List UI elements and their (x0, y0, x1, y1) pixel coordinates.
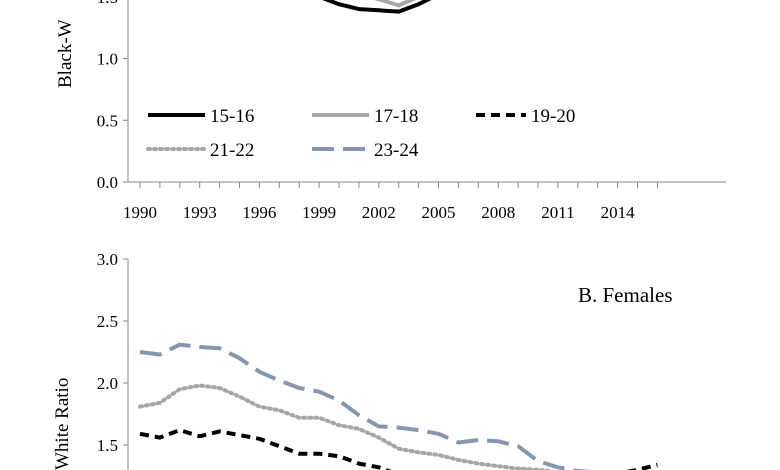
top-y-tick-label: 0.5 (97, 111, 118, 130)
legend-label-17-18: 17-18 (374, 106, 418, 127)
bottom-series-group (138, 342, 658, 470)
legend-label-19-20: 19-20 (531, 106, 575, 127)
top-x-tick-label: 2014 (601, 203, 636, 222)
top-y-tick-label: 1.0 (97, 50, 118, 69)
bottom-axes: 1.5 2.0 2.5 3.0 (97, 250, 129, 470)
top-series-15-16 (322, 0, 432, 14)
top-x-tick-label: 2002 (362, 203, 396, 222)
top-x-tick-label: 1996 (242, 203, 276, 222)
top-panel: Black-W 0.0 0.5 1.0 1.5 1990 1993 1996 1999 2002… (55, 0, 726, 222)
top-x-tick-label: 1993 (183, 203, 217, 222)
bottom-series-21-22 (138, 383, 556, 470)
bottom-series-23-24 (139, 342, 594, 470)
top-x-tick-label: 2008 (481, 203, 515, 222)
bottom-y-tick-label: 3.0 (97, 250, 118, 269)
top-y-axis-label: Black-W (55, 19, 76, 88)
legend-label-23-24: 23-24 (374, 140, 419, 161)
legend: 15-16 17-18 19-20 21-22 23-24 (146, 106, 575, 161)
top-series-group (322, 0, 432, 14)
legend-label-21-22: 21-22 (210, 140, 254, 161)
top-x-tick-label: 1999 (302, 203, 336, 222)
bottom-panel: White Ratio B. Females 1.5 2.0 2.5 3.0 (52, 250, 673, 470)
top-x-tick-label: 2005 (422, 203, 456, 222)
bottom-y-tick-label: 1.5 (97, 436, 118, 455)
bottom-series-19-20 (139, 428, 392, 470)
bottom-series-19-20-end (625, 462, 658, 470)
top-series-17-18 (373, 0, 417, 8)
top-y-tick-label: 1.5 (97, 0, 118, 7)
bottom-panel-title: B. Females (578, 283, 673, 307)
bottom-y-tick-label: 2.0 (97, 374, 118, 393)
legend-label-15-16: 15-16 (210, 106, 254, 127)
bottom-y-tick-label: 2.5 (97, 312, 118, 331)
top-x-tick-label: 2011 (541, 203, 574, 222)
top-axes: 0.0 0.5 1.0 1.5 1990 1993 1996 1999 2002 2005 2008… (97, 0, 726, 222)
top-x-tick-label: 1990 (123, 203, 157, 222)
bottom-y-axis-label: White Ratio (52, 378, 73, 470)
top-y-tick-label: 0.0 (97, 173, 118, 192)
